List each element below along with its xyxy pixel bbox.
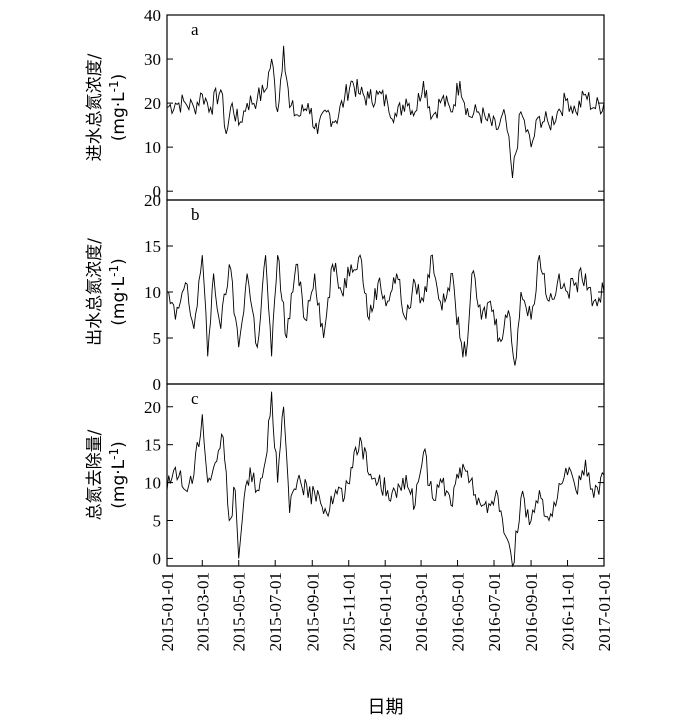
y-tick-label: 40 <box>144 6 161 25</box>
series-line <box>166 391 605 568</box>
y-tick-label: 10 <box>144 283 161 302</box>
panel-letter: b <box>191 205 200 224</box>
y-tick-label: 20 <box>144 191 161 210</box>
panel-a: 0 10 20 30 40 a 进水总氮浓度/(mg·L-1) <box>85 6 605 201</box>
x-tick-label: 2016-09-01 <box>522 572 541 651</box>
unit-close: ) <box>109 441 129 448</box>
x-tick-label: 2016-05-01 <box>449 572 468 651</box>
series-line <box>166 254 605 366</box>
panel-frame <box>166 383 605 567</box>
x-tick-label: 2016-03-01 <box>412 572 431 651</box>
y-tick-label: 0 <box>153 182 162 201</box>
series-line <box>166 45 605 179</box>
unit-text: (mg·L <box>109 459 129 508</box>
y-tick-label: 20 <box>144 94 161 113</box>
y-tick-label: 0 <box>153 549 162 568</box>
x-tick-label: 2016-01-01 <box>376 572 395 651</box>
x-tick-label: 2015-05-01 <box>230 572 249 651</box>
y-axis-unit: (mg·L-1) <box>107 258 129 325</box>
unit-superscript: -1 <box>107 448 121 460</box>
y-tick-label: 5 <box>153 329 162 348</box>
panel-b: 0 5 10 15 20 b 出水总氮浓度/(mg·L-1) <box>85 191 605 394</box>
unit-close: ) <box>109 258 129 265</box>
unit-text: (mg·L <box>109 92 129 141</box>
x-tick-label: 2015-11-01 <box>340 572 359 651</box>
panel-letter: c <box>191 389 199 408</box>
y-axis-unit: (mg·L-1) <box>107 441 129 508</box>
y-tick-label: 10 <box>144 474 161 493</box>
y-axis-title: 总氮去除量/ <box>85 429 105 520</box>
panel-letter: a <box>191 20 199 39</box>
x-tick-label: 2016-11-01 <box>559 572 578 651</box>
y-tick-label: 15 <box>144 237 161 256</box>
y-tick-label: 10 <box>144 138 161 157</box>
x-tick-label: 2015-09-01 <box>303 572 322 651</box>
y-tick-label: 15 <box>144 436 161 455</box>
x-tick-label: 2015-03-01 <box>193 572 212 651</box>
x-tick-label: 2016-07-01 <box>485 572 504 651</box>
x-tick-label: 2017-01-01 <box>595 572 614 651</box>
x-tick-label: 2015-07-01 <box>266 572 285 651</box>
panel-c: 0 5 10 15 20 c 总氮去除量/(mg·L-1) <box>85 383 605 568</box>
y-axis-title: 出水总氮浓度/ <box>85 238 105 346</box>
unit-text: (mg·L <box>109 276 129 325</box>
y-tick-label: 20 <box>144 398 161 417</box>
y-tick-label: 0 <box>153 375 162 394</box>
y-axis-title: 进水总氮浓度/ <box>85 53 105 161</box>
y-tick-label: 30 <box>144 50 161 69</box>
y-axis-unit: (mg·L-1) <box>107 74 129 141</box>
unit-superscript: -1 <box>107 265 121 277</box>
x-axis-title: 日期 <box>368 697 404 718</box>
y-tick-label: 5 <box>153 512 162 531</box>
unit-superscript: -1 <box>107 80 121 92</box>
x-tick-label: 2015-01-01 <box>158 572 177 651</box>
unit-close: ) <box>109 74 129 81</box>
